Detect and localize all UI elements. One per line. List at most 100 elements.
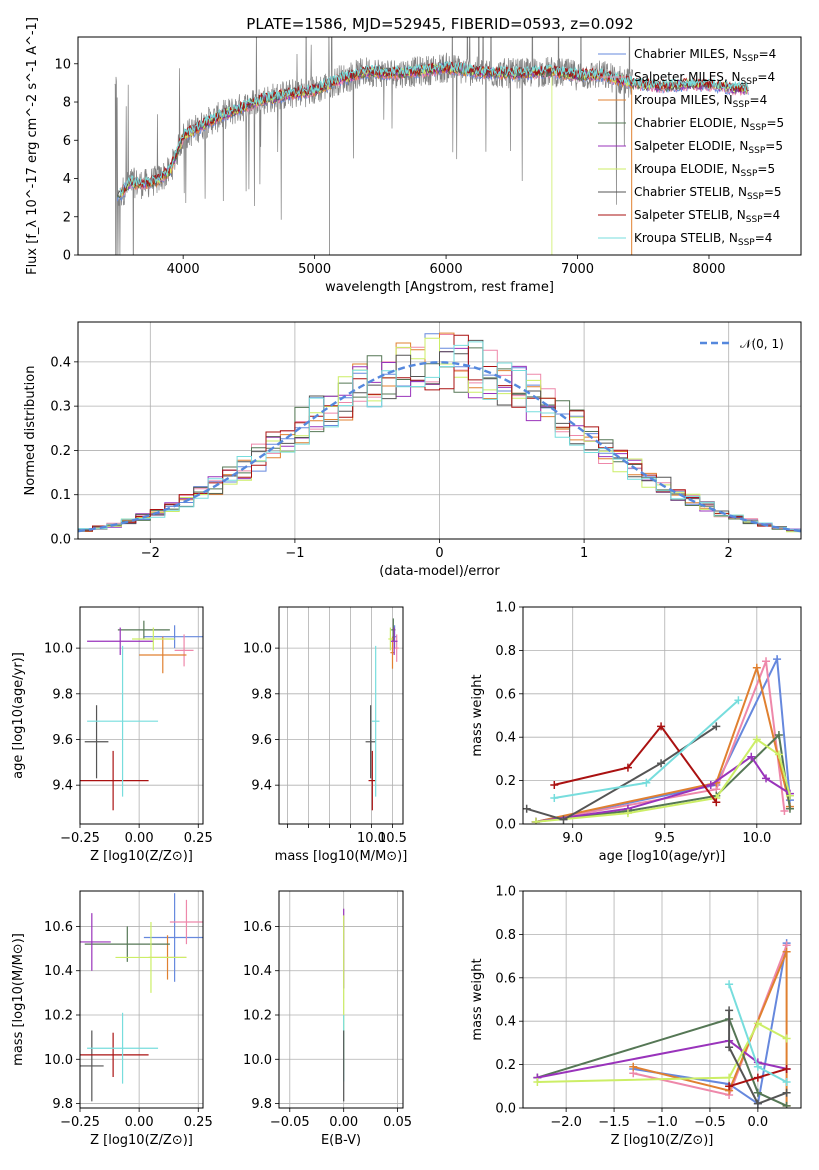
weight-marker: [706, 780, 715, 789]
axes-frame: [522, 890, 802, 1109]
y-tick-label: 4: [63, 172, 71, 187]
weight-line-5: [535, 738, 791, 823]
weight-marker: [774, 750, 783, 759]
y-tick-label: 0.4: [495, 1015, 516, 1030]
x-tick-label: 0.0: [748, 1115, 769, 1130]
x-tick-label: −2: [141, 546, 160, 561]
x-axis-label: (data-model)/error: [379, 564, 500, 579]
weight-marker: [782, 1101, 791, 1108]
weight-line-7: [554, 724, 718, 803]
panel-spectrum: 4000 5000 6000 7000 8000 0 2 4 6 8 10 wavelength [A…: [25, 17, 802, 295]
y-tick-label: 10.0: [44, 1053, 73, 1068]
legend-label: Chabrier MILES, NSSP=4: [634, 47, 776, 64]
x-tick-label: 0.00: [125, 1115, 154, 1130]
legend-label: Kroupa STELIB, NSSP=4: [634, 231, 772, 248]
weight-marker: [725, 1082, 734, 1091]
y-tick-label: 0.6: [495, 687, 516, 702]
plot-area: [114, 37, 749, 255]
x-tick-label: −1.0: [646, 1115, 678, 1130]
y-tick-label: 0.0: [495, 818, 516, 833]
x-axis-label: Z [log10(Z/Z⊙)]: [90, 849, 193, 864]
x-tick-label: 0.00: [329, 1115, 358, 1130]
hist-model-8: [78, 341, 801, 531]
y-tick-label: 9.4: [52, 779, 73, 794]
x-tick-label: 0.00: [125, 831, 154, 846]
weight-line-6: [728, 1010, 787, 1105]
y-tick-label: 0.0: [50, 533, 71, 548]
x-tick-label: 9.5: [654, 831, 675, 846]
y-tick-label: 10.0: [44, 642, 73, 657]
legend-label: Salpeter STELIB, NSSP=4: [634, 208, 780, 225]
plot-area: [523, 655, 794, 824]
panel-mass-vs-EBV: −0.05 0.00 0.05 9.8 10.0 10.2 10.4 10.6 E(B-V): [243, 890, 412, 1148]
y-tick-label: 0.0: [495, 1102, 516, 1117]
y-tick-label: 0.6: [495, 971, 516, 986]
legend-label: 𝒩(0, 1): [740, 337, 784, 351]
legend-label: Kroupa ELODIE, NSSP=5: [634, 162, 775, 179]
x-axis-label: E(B-V): [321, 1133, 361, 1148]
legend-label: Kroupa MILES, NSSP=4: [634, 93, 767, 110]
legend-label: Chabrier ELODIE, NSSP=5: [634, 116, 784, 133]
weight-marker: [780, 806, 789, 815]
y-tick-label: 0.1: [50, 488, 71, 503]
weight-marker: [782, 1064, 791, 1073]
weight-marker: [734, 696, 743, 705]
weight-marker: [642, 778, 651, 787]
y-tick-label: 10.2: [243, 1009, 272, 1024]
legend-label: Salpeter MILES, NSSP=4: [634, 70, 775, 87]
hist-model-5: [78, 337, 801, 533]
weight-marker: [629, 1062, 638, 1071]
weight-marker: [753, 1062, 762, 1071]
weight-marker: [725, 1006, 734, 1015]
model-spectrum-8: [119, 61, 749, 197]
y-axis-label: mass weight: [470, 958, 485, 1040]
y-tick-label: 0.8: [495, 644, 516, 659]
y-tick-label: 1.0: [495, 601, 516, 616]
weight-marker: [762, 774, 771, 783]
x-tick-label: 0.25: [184, 831, 213, 846]
plot-area: [533, 939, 791, 1108]
y-tick-label: 10.4: [44, 964, 73, 979]
legend-label: Salpeter ELODIE, NSSP=5: [634, 139, 783, 156]
weight-marker: [782, 1077, 791, 1086]
y-tick-label: 10.0: [243, 1053, 272, 1068]
axes-frame: [77, 321, 802, 540]
x-tick-label: 0.25: [184, 1115, 213, 1130]
weight-marker: [725, 1043, 734, 1052]
normal-reference-curve: [78, 361, 801, 533]
observed-spectrum: [114, 37, 633, 255]
weight-marker: [533, 1077, 542, 1086]
x-tick-label: 0: [435, 546, 443, 561]
weight-marker: [753, 1019, 762, 1028]
weight-marker: [785, 804, 794, 813]
x-tick-label: 10.5: [378, 831, 407, 846]
panel-age-vs-Z: −0.25 0.00 0.25 9.4 9.6 9.8 10.0 Z [log10(Z/Z⊙)…: [11, 606, 213, 864]
y-tick-label: 9.8: [251, 1097, 272, 1112]
x-tick-label: 9.0: [562, 831, 583, 846]
x-tick-label: 0.05: [383, 1115, 412, 1130]
y-tick-label: 10.0: [243, 642, 272, 657]
weight-marker: [559, 815, 568, 824]
y-tick-label: 9.4: [251, 779, 272, 794]
plot-area: [80, 893, 203, 1102]
y-tick-label: 0.3: [50, 400, 71, 415]
y-axis-label: Flux [f_λ 10^-17 erg cm^-2 s^-1 A^-1]: [25, 17, 40, 275]
y-tick-label: 10.6: [44, 920, 73, 935]
weight-line-2: [535, 664, 791, 823]
weight-marker: [712, 722, 721, 731]
x-tick-label: 6000: [430, 262, 463, 277]
y-tick-label: 0.4: [495, 731, 516, 746]
weight-marker: [531, 817, 540, 824]
y-tick-label: 1.0: [495, 885, 516, 900]
axes-frame: [278, 890, 404, 1109]
axes-frame: [79, 890, 204, 1109]
weight-marker: [782, 1088, 791, 1097]
spectrum-legend: Chabrier MILES, NSSP=4 Salpeter MILES, NS…: [598, 47, 784, 248]
y-tick-label: 8: [63, 96, 71, 111]
weight-marker: [550, 793, 559, 802]
plot-area: [78, 332, 801, 533]
x-tick-label: 8000: [692, 262, 725, 277]
weight-marker: [753, 1073, 762, 1082]
axes-frame: [79, 606, 204, 825]
weight-marker: [623, 763, 632, 772]
